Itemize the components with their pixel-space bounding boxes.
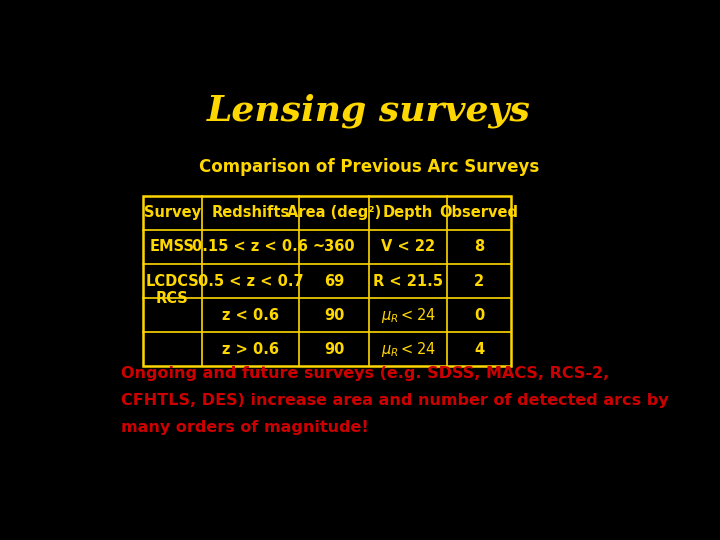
Text: many orders of magnitude!: many orders of magnitude!: [121, 420, 369, 435]
Text: Survey: Survey: [144, 205, 201, 220]
Text: $\mu_R < 24$: $\mu_R < 24$: [381, 306, 436, 325]
Text: EMSS: EMSS: [150, 239, 195, 254]
Bar: [143, 196, 511, 366]
Text: 0.15 < z < 0.6: 0.15 < z < 0.6: [192, 239, 308, 254]
Text: 4: 4: [474, 342, 485, 357]
Text: ~360: ~360: [312, 239, 356, 254]
Text: Depth: Depth: [383, 205, 433, 220]
Text: LCDCS: LCDCS: [145, 274, 199, 288]
Text: 0: 0: [474, 308, 485, 322]
Text: V < 22: V < 22: [381, 239, 435, 254]
Text: Ongoing and future surveys (e.g. SDSS, MACS, RCS-2,: Ongoing and future surveys (e.g. SDSS, M…: [121, 366, 609, 381]
Text: 0.5 < z < 0.7: 0.5 < z < 0.7: [197, 274, 303, 288]
Text: 8: 8: [474, 239, 485, 254]
Text: Lensing surveys: Lensing surveys: [207, 94, 531, 129]
Text: z > 0.6: z > 0.6: [222, 342, 279, 357]
Text: Area (deg²): Area (deg²): [287, 205, 382, 220]
Text: 69: 69: [324, 274, 344, 288]
Text: RCS: RCS: [156, 291, 189, 306]
Text: $\mu_R < 24$: $\mu_R < 24$: [381, 340, 436, 359]
Text: Comparison of Previous Arc Surveys: Comparison of Previous Arc Surveys: [199, 158, 539, 177]
Text: 90: 90: [324, 342, 344, 357]
Text: Redshifts: Redshifts: [211, 205, 289, 220]
Text: R < 21.5: R < 21.5: [373, 274, 443, 288]
Text: z < 0.6: z < 0.6: [222, 308, 279, 322]
Text: 2: 2: [474, 274, 485, 288]
Text: Observed: Observed: [440, 205, 518, 220]
Text: CFHTLS, DES) increase area and number of detected arcs by: CFHTLS, DES) increase area and number of…: [121, 393, 668, 408]
Text: 90: 90: [324, 308, 344, 322]
